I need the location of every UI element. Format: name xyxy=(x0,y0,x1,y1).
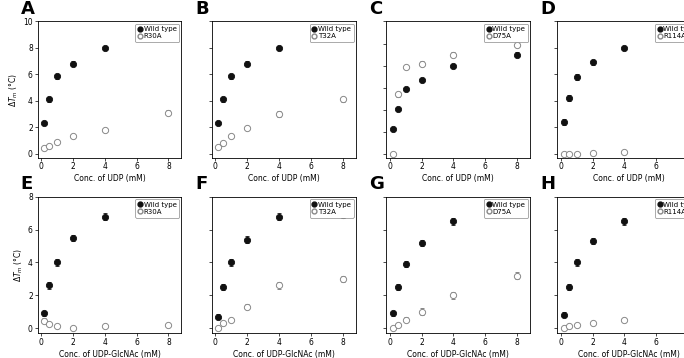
Text: G: G xyxy=(369,175,384,193)
Legend: Wild type, D75A: Wild type, D75A xyxy=(484,24,528,42)
Legend: Wild type, R30A: Wild type, R30A xyxy=(135,24,179,42)
Y-axis label: $\Delta T_{m}$ (°C): $\Delta T_{m}$ (°C) xyxy=(8,72,21,107)
Text: E: E xyxy=(21,175,33,193)
X-axis label: Conc. of UDP-GlcNAc (mM): Conc. of UDP-GlcNAc (mM) xyxy=(408,349,509,358)
Legend: Wild type, R114A: Wild type, R114A xyxy=(655,24,684,42)
X-axis label: Conc. of UDP (mM): Conc. of UDP (mM) xyxy=(423,174,494,183)
Text: F: F xyxy=(195,175,207,193)
Text: C: C xyxy=(369,0,382,18)
X-axis label: Conc. of UDP (mM): Conc. of UDP (mM) xyxy=(248,174,319,183)
Text: D: D xyxy=(540,0,555,18)
Legend: Wild type, T32A: Wild type, T32A xyxy=(310,24,354,42)
Legend: Wild type, R114A: Wild type, R114A xyxy=(655,199,684,218)
Y-axis label: $\Delta T_{m}$ (°C): $\Delta T_{m}$ (°C) xyxy=(12,248,25,282)
Legend: Wild type, D75A: Wild type, D75A xyxy=(484,199,528,218)
Legend: Wild type, R30A: Wild type, R30A xyxy=(135,199,179,218)
X-axis label: Conc. of UDP (mM): Conc. of UDP (mM) xyxy=(594,174,665,183)
Text: H: H xyxy=(540,175,555,193)
X-axis label: Conc. of UDP-GlcNAc (mM): Conc. of UDP-GlcNAc (mM) xyxy=(233,349,334,358)
Legend: Wild type, T32A: Wild type, T32A xyxy=(310,199,354,218)
Text: A: A xyxy=(21,0,34,18)
X-axis label: Conc. of UDP (mM): Conc. of UDP (mM) xyxy=(74,174,145,183)
X-axis label: Conc. of UDP-GlcNAc (mM): Conc. of UDP-GlcNAc (mM) xyxy=(579,349,680,358)
Text: B: B xyxy=(195,0,209,18)
X-axis label: Conc. of UDP-GlcNAc (mM): Conc. of UDP-GlcNAc (mM) xyxy=(59,349,160,358)
